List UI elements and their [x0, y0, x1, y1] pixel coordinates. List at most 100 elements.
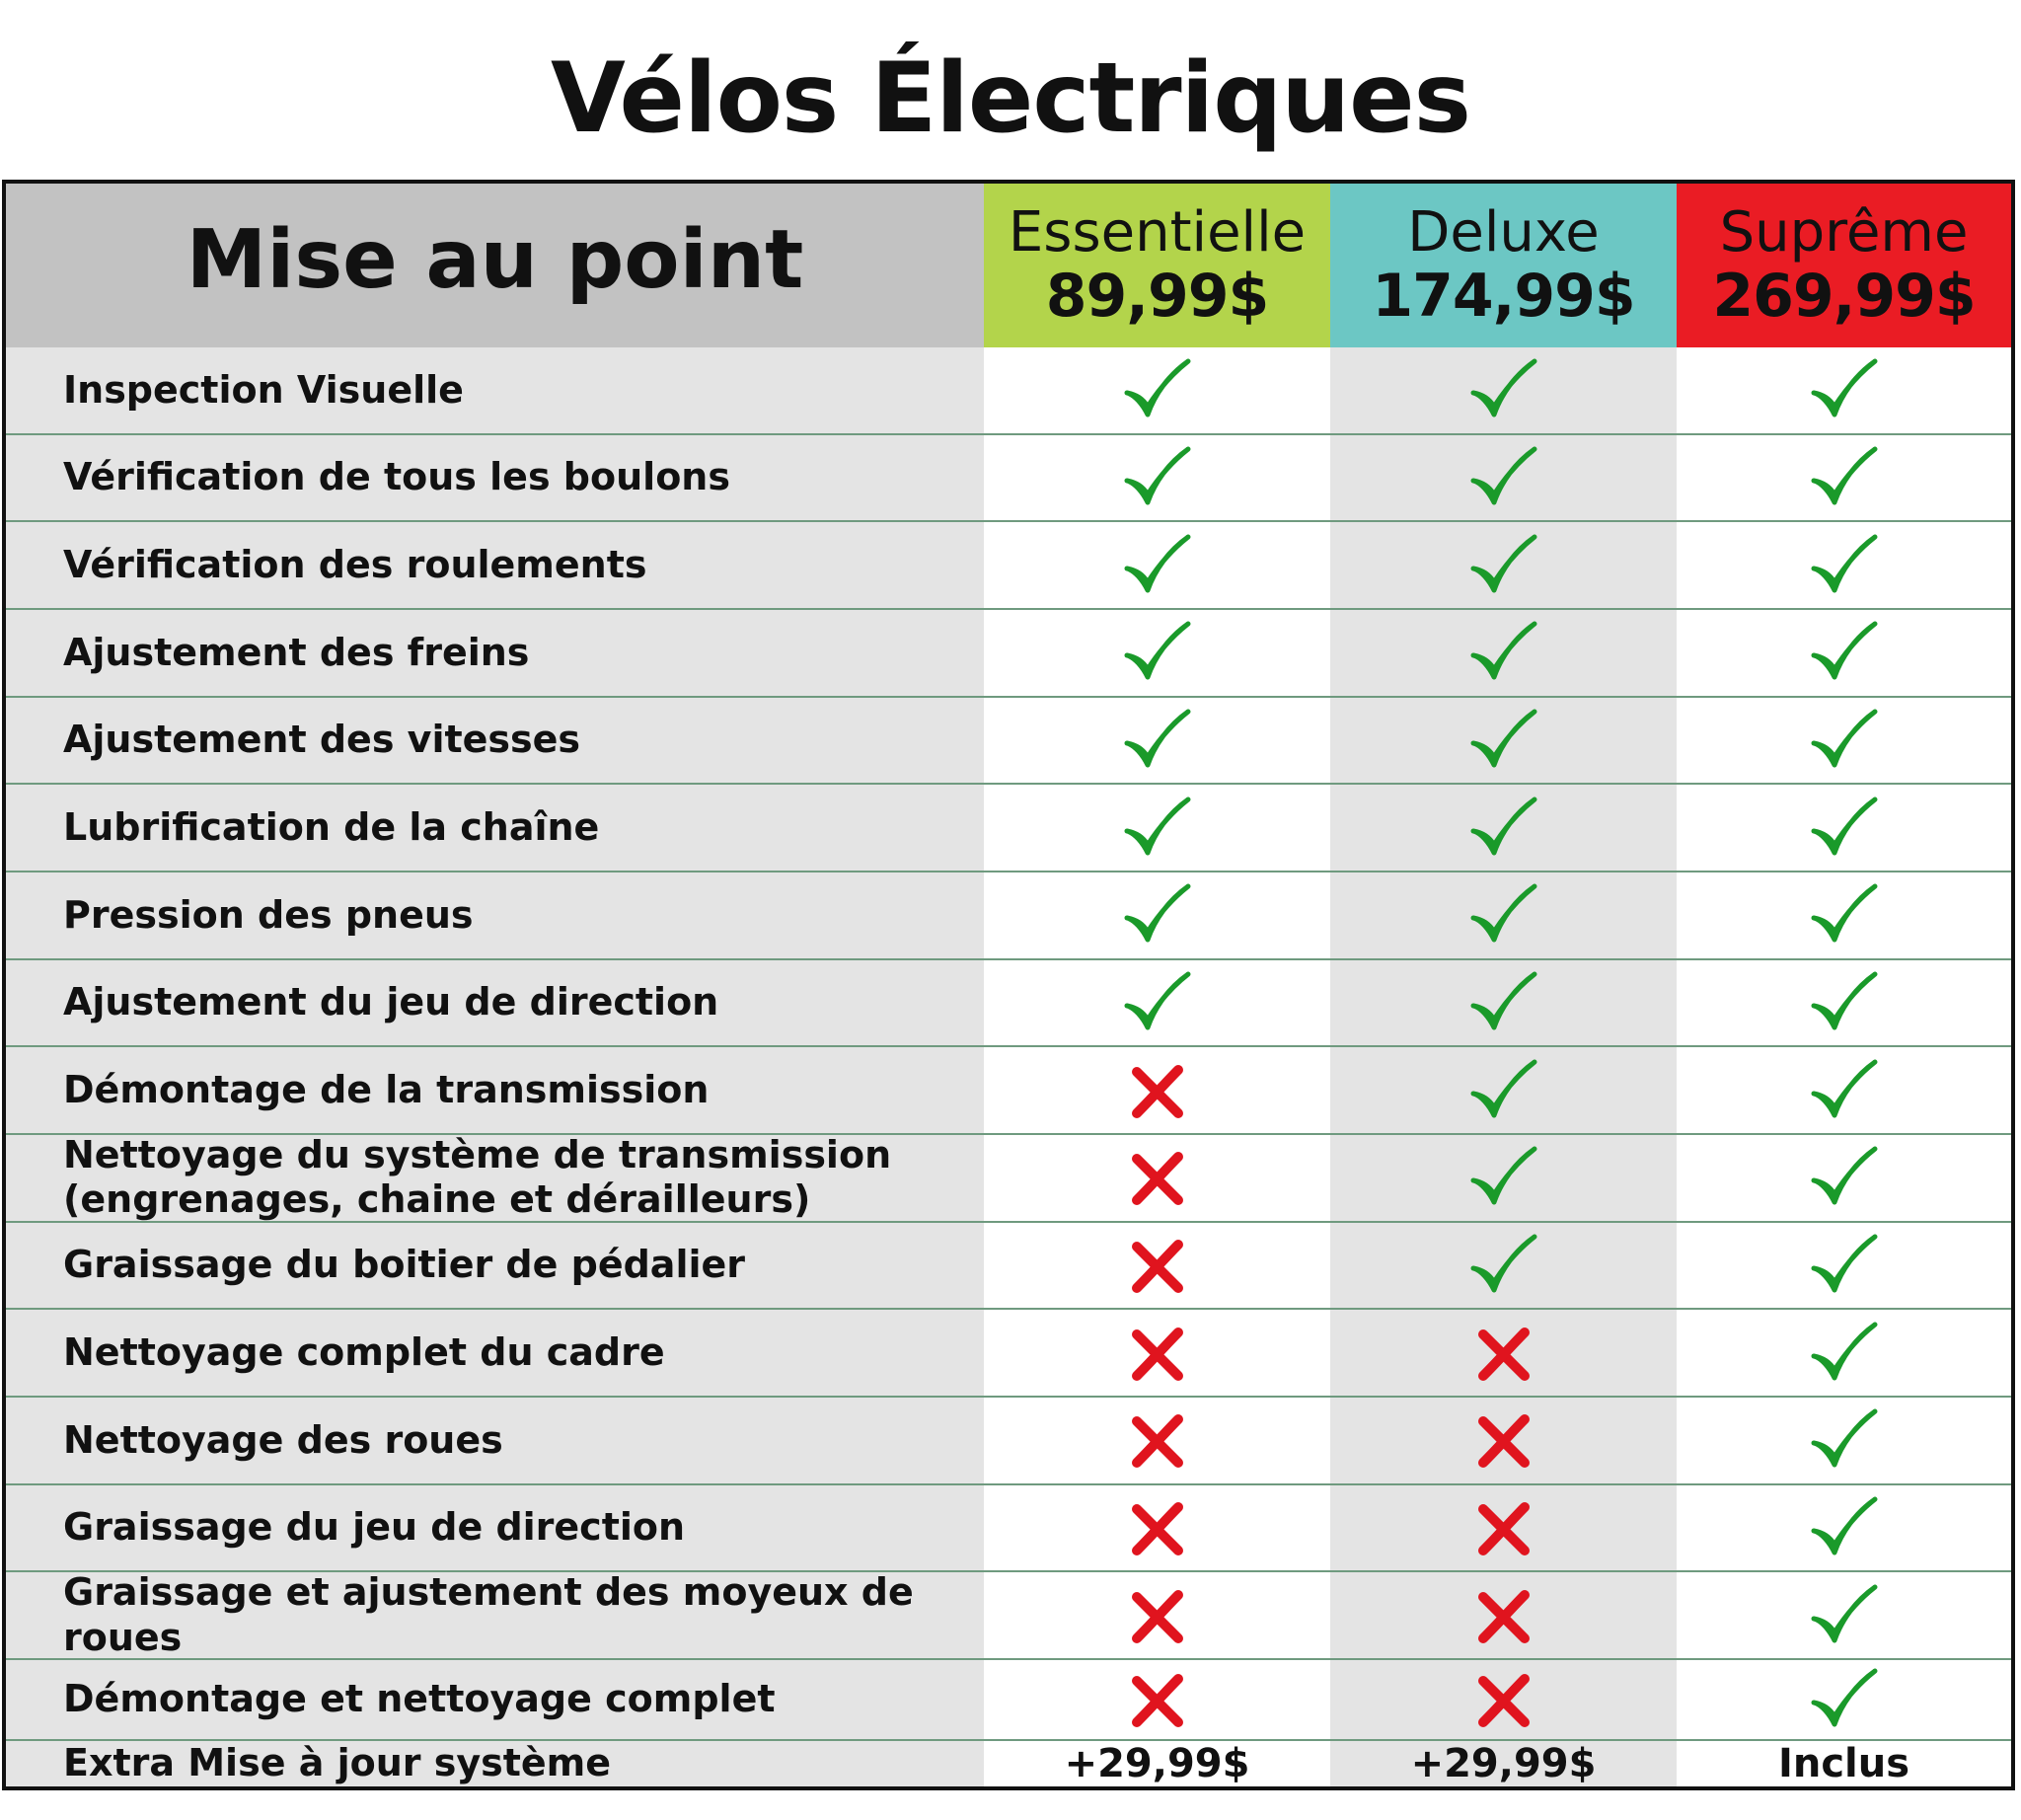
feature-label: Démontage de la transmission: [6, 1047, 984, 1135]
included-cell: [1330, 1222, 1677, 1311]
included-cell: [1677, 1659, 2011, 1741]
check-icon: [1811, 1408, 1877, 1468]
extra-row-label: Extra Mise à jour système: [6, 1740, 984, 1786]
check-icon: [1811, 446, 1877, 505]
feature-label: Ajustement du jeu de direction: [6, 959, 984, 1048]
feature-label: Nettoyage du système de transmission (en…: [6, 1134, 984, 1223]
excluded-cell: [1330, 1572, 1677, 1660]
included-cell: [1330, 522, 1677, 610]
excluded-cell: [984, 1659, 1330, 1741]
check-icon: [1811, 883, 1877, 943]
included-cell: [1677, 1484, 2011, 1573]
check-icon: [1811, 358, 1877, 417]
feature-label: Ajustement des vitesses: [6, 697, 984, 786]
check-icon: [1811, 971, 1877, 1030]
excluded-cell: [984, 1134, 1330, 1223]
included-cell: [1677, 434, 2011, 523]
included-cell: [984, 959, 1330, 1048]
excluded-cell: [984, 1397, 1330, 1485]
included-cell: [1677, 1222, 2011, 1311]
cross-icon: [1131, 1589, 1183, 1643]
check-icon: [1124, 621, 1190, 680]
included-cell: [984, 697, 1330, 786]
included-cell: [1677, 609, 2011, 698]
check-icon: [1124, 709, 1190, 768]
check-icon: [1470, 446, 1536, 505]
excluded-cell: [1330, 1484, 1677, 1573]
cross-icon: [1131, 1064, 1183, 1118]
included-cell: [984, 522, 1330, 610]
check-icon: [1124, 971, 1190, 1030]
check-icon: [1811, 1322, 1877, 1381]
included-cell: [1330, 959, 1677, 1048]
excluded-cell: [1330, 1659, 1677, 1741]
included-cell: [1677, 959, 2011, 1048]
included-cell: [984, 609, 1330, 698]
feature-label: Graissage et ajustement des moyeux de ro…: [6, 1572, 984, 1660]
pricing-table: Mise au point Essentielle 89,99$ Deluxe …: [2, 180, 2015, 1790]
check-icon: [1470, 1234, 1536, 1293]
extra-row-value: +29,99$: [1330, 1740, 1677, 1786]
cross-icon: [1131, 1414, 1183, 1469]
included-cell: [1330, 697, 1677, 786]
check-icon: [1470, 883, 1536, 943]
cross-icon: [1477, 1414, 1530, 1469]
included-cell: [1330, 434, 1677, 523]
included-cell: [1330, 347, 1677, 435]
check-icon: [1811, 1059, 1877, 1118]
feature-label: Graissage du boitier de pédalier: [6, 1222, 984, 1311]
check-icon: [1470, 709, 1536, 768]
plan-price: 269,99$: [1712, 261, 1976, 331]
plan-header-supreme: Suprême 269,99$: [1677, 184, 2011, 347]
included-cell: [984, 785, 1330, 872]
cross-icon: [1477, 1589, 1530, 1643]
cross-icon: [1477, 1673, 1530, 1727]
included-cell: [1330, 1134, 1677, 1223]
cross-icon: [1131, 1501, 1183, 1555]
check-icon: [1470, 1146, 1536, 1205]
included-cell: [1677, 347, 2011, 435]
check-icon: [1124, 446, 1190, 505]
plan-header-deluxe: Deluxe 174,99$: [1330, 184, 1677, 347]
feature-label: Lubrification de la chaîne: [6, 785, 984, 872]
feature-label: Vérification des roulements: [6, 522, 984, 610]
cross-icon: [1131, 1673, 1183, 1727]
plan-name: Deluxe: [1407, 200, 1600, 265]
excluded-cell: [1330, 1397, 1677, 1485]
page-title: Vélos Électriques: [551, 42, 1471, 155]
feature-label: Ajustement des freins: [6, 609, 984, 698]
included-cell: [1677, 1397, 2011, 1485]
check-icon: [1811, 1146, 1877, 1205]
check-icon: [1124, 358, 1190, 417]
included-cell: [1330, 1047, 1677, 1135]
included-cell: [984, 347, 1330, 435]
table-header-label: Mise au point: [6, 184, 984, 347]
excluded-cell: [984, 1222, 1330, 1311]
feature-label: Démontage et nettoyage complet: [6, 1659, 984, 1741]
feature-label: Nettoyage complet du cadre: [6, 1310, 984, 1398]
plan-name: Essentielle: [1008, 200, 1307, 265]
included-cell: [1330, 872, 1677, 960]
check-icon: [1811, 709, 1877, 768]
included-cell: [1330, 785, 1677, 872]
check-icon: [1124, 796, 1190, 856]
feature-label: Graissage du jeu de direction: [6, 1484, 984, 1573]
extra-row-value: +29,99$: [984, 1740, 1330, 1786]
check-icon: [1811, 1496, 1877, 1555]
check-icon: [1811, 621, 1877, 680]
plan-header-essentielle: Essentielle 89,99$: [984, 184, 1330, 347]
check-icon: [1811, 796, 1877, 856]
check-icon: [1811, 1668, 1877, 1727]
extra-row-value: Inclus: [1677, 1740, 2011, 1786]
feature-label: Nettoyage des roues: [6, 1397, 984, 1485]
check-icon: [1470, 621, 1536, 680]
included-cell: [1677, 522, 2011, 610]
included-cell: [1677, 785, 2011, 872]
included-cell: [1677, 1047, 2011, 1135]
excluded-cell: [984, 1484, 1330, 1573]
check-icon: [1811, 1584, 1877, 1643]
included-cell: [1677, 1572, 2011, 1660]
plan-name: Suprême: [1719, 200, 1969, 265]
check-icon: [1470, 358, 1536, 417]
cross-icon: [1477, 1501, 1530, 1555]
